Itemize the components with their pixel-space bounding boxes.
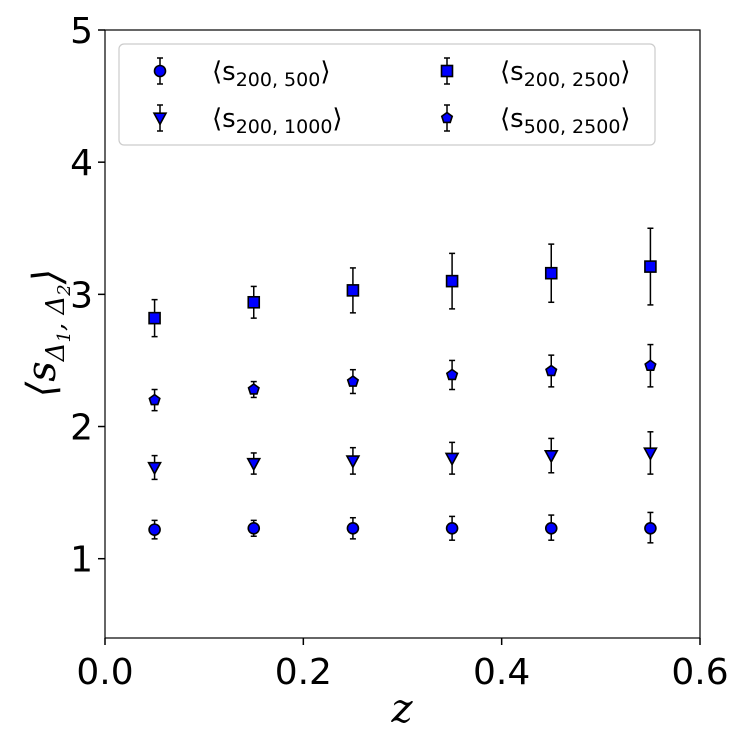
data-point	[247, 521, 261, 535]
data-point	[644, 359, 657, 371]
data-point	[346, 284, 360, 297]
legend-marker	[440, 111, 454, 124]
x-tick-label: 0.2	[275, 652, 332, 693]
x-axis-label: z	[390, 686, 413, 732]
data-point	[148, 393, 161, 406]
legend-label: ⟨s200, 1000⟩	[212, 104, 343, 138]
data-point	[346, 375, 360, 387]
data-point	[544, 266, 558, 280]
y-tick-label: 5	[70, 11, 93, 52]
y-axis-label-text: ⟨sΔ1, Δ2⟩	[19, 269, 75, 398]
data-point	[247, 383, 260, 395]
data-point	[445, 521, 459, 535]
data-point	[545, 364, 558, 377]
data-point	[246, 457, 262, 472]
data-point	[148, 523, 161, 536]
data-markers	[147, 260, 658, 536]
data-point	[543, 449, 559, 464]
data-point	[544, 521, 558, 535]
legend-marker	[440, 64, 454, 78]
x-tick-label: 0.6	[671, 652, 728, 693]
plot-frame	[104, 29, 701, 639]
data-point	[644, 260, 657, 273]
legend-marker	[153, 64, 167, 78]
legend-label: ⟨s500, 2500⟩	[500, 104, 631, 138]
x-tick-label: 0.4	[473, 652, 530, 693]
data-point	[148, 311, 161, 325]
data-point	[445, 368, 459, 381]
y-tick-label: 1	[70, 540, 93, 581]
y-tick-label: 3	[70, 275, 93, 316]
data-point	[346, 521, 360, 535]
data-point	[445, 274, 459, 288]
data-point	[247, 295, 261, 309]
data-point	[147, 461, 162, 476]
data-point	[345, 455, 361, 469]
y-tick-label: 4	[70, 143, 93, 184]
legend-marker	[152, 112, 168, 126]
axis-ticks: 0.0 0.2 0.4 0.6 1 2 3 4 5	[70, 11, 729, 693]
y-tick-label: 2	[70, 408, 93, 449]
legend-label: ⟨s200, 500⟩	[212, 57, 330, 91]
legend-box	[118, 43, 656, 146]
legend: ⟨s200, 500⟩ ⟨s200, 1000⟩ ⟨s200, 2500⟩ ⟨s500…	[118, 43, 656, 146]
data-point	[643, 447, 658, 461]
legend-label: ⟨s200, 2500⟩	[500, 57, 631, 91]
y-axis-label: ⟨sΔ1, Δ2⟩	[19, 269, 75, 398]
x-tick-label: 0.0	[76, 652, 133, 693]
data-point	[644, 521, 657, 535]
data-point	[444, 452, 460, 467]
